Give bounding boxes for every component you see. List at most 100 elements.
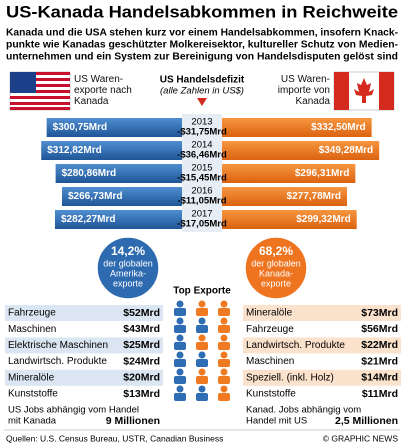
subtitle-line: punkte wie Kanadas geschützter Molkereis…: [6, 40, 398, 51]
worker-body: [218, 393, 230, 401]
deficit-label: -$31,75Mrd: [177, 127, 227, 138]
year-label: 2013: [191, 117, 212, 128]
import-bar: [222, 210, 357, 229]
import-bar: [222, 141, 380, 160]
worker-body: [174, 308, 186, 316]
worker-body: [218, 308, 230, 316]
jobs-label: mit Kanada: [8, 416, 57, 427]
export-amount: $52Mrd: [123, 307, 160, 319]
worker-body: [196, 325, 208, 333]
jobs-label: Handel mit US: [246, 416, 307, 427]
subtitle-line: unternehmen und ein System zur Bereinigu…: [6, 52, 398, 63]
worker-head: [220, 351, 228, 359]
legend-text: US Waren-importe von Kanada: [277, 74, 330, 107]
export-value-label: $282,27Mrd: [61, 214, 115, 225]
share-value: 68,2%: [259, 244, 293, 258]
table-row-band: [243, 369, 401, 386]
worker-head: [198, 351, 206, 359]
legend-text: US Waren-exporte nach Kanada: [74, 74, 132, 107]
import-bar: [222, 187, 348, 206]
worker-head: [176, 351, 184, 359]
center-strip: [182, 114, 222, 232]
worker-body: [196, 393, 208, 401]
table-row-band: [5, 369, 163, 386]
export-item: Maschinen: [246, 356, 294, 367]
export-amount: $22Mrd: [361, 339, 398, 351]
table-row-band: [5, 337, 163, 354]
export-item: Landwirtsch. Produkte: [246, 340, 345, 351]
export-amount: $13Mrd: [123, 388, 160, 400]
worker-head: [176, 368, 184, 376]
worker-head: [176, 300, 184, 308]
worker-head: [220, 385, 228, 393]
worker-head: [198, 300, 206, 308]
year-label: 2014: [191, 140, 212, 151]
export-item: Maschinen: [8, 324, 56, 335]
export-amount: $11Mrd: [362, 388, 398, 400]
worker-head: [176, 317, 184, 325]
share-text: exporte: [113, 278, 143, 288]
export-value-label: $280,86Mrd: [62, 168, 116, 179]
import-value-label: $349,28Mrd: [319, 145, 373, 156]
worker-head: [176, 334, 184, 342]
export-amount: $14Mrd: [361, 372, 398, 384]
export-item: Fahrzeuge: [246, 324, 294, 335]
jobs-label: US Jobs abhängig vom Handel: [8, 405, 139, 416]
deficit-label: -$36,46Mrd: [177, 150, 227, 161]
title: US-Kanada Handelsabkommen in Reichweite: [6, 2, 398, 21]
year-label: 2017: [191, 209, 212, 220]
export-value-label: $266,73Mrd: [68, 191, 122, 202]
table-row-band: [243, 305, 401, 321]
share-text: Kanada-: [259, 268, 293, 278]
export-amount: $21Mrd: [361, 355, 398, 367]
share-circle: [244, 236, 308, 300]
subtitle-line: Kanada und die USA stehen kurz vor einem…: [6, 28, 398, 39]
export-amount: $43Mrd: [123, 323, 160, 335]
share-text: exporte: [261, 278, 291, 288]
import-value-label: $332,50Mrd: [311, 122, 365, 133]
worker-head: [220, 300, 228, 308]
share-circle: [96, 236, 160, 300]
import-bar: [222, 118, 372, 137]
worker-body: [196, 359, 208, 367]
export-item: Fahrzeuge: [8, 308, 56, 319]
import-bar: [222, 164, 356, 183]
table-row-band: [243, 337, 401, 354]
worker-body: [174, 376, 186, 384]
export-amount: $24Mrd: [123, 355, 160, 367]
export-bar: [55, 164, 182, 183]
export-value-label: $312,82Mrd: [47, 145, 101, 156]
legend-entry: US Waren-importe von Kanada: [277, 74, 330, 107]
worker-head: [198, 334, 206, 342]
export-bar: [41, 141, 182, 160]
year-label: 2015: [191, 163, 212, 174]
jobs-value: 9 Millionen: [106, 415, 160, 427]
worker-body: [174, 359, 186, 367]
worker-body: [218, 376, 230, 384]
export-bar: [46, 118, 182, 137]
worker-body: [218, 342, 230, 350]
year-label: 2016: [191, 186, 212, 197]
export-amount: $20Mrd: [123, 372, 160, 384]
export-bar: [61, 187, 183, 206]
worker-body: [174, 342, 186, 350]
worker-head: [220, 334, 228, 342]
export-amount: $25Mrd: [123, 339, 160, 351]
deficit-note: (alle Zahlen in US$): [160, 86, 244, 97]
deficit-label: -$17,05Mrd: [177, 219, 227, 230]
worker-head: [220, 368, 228, 376]
jobs-value: 2,5 Millionen: [335, 415, 398, 427]
canada-flag: [333, 71, 395, 111]
worker-body: [218, 359, 230, 367]
worker-body: [196, 376, 208, 384]
export-amount: $56Mrd: [361, 323, 398, 335]
legend-entry: US Waren-exporte nach Kanada: [74, 74, 132, 107]
source: Quellen: U.S. Census Bureau, USTR, Canad…: [6, 433, 223, 443]
export-item: Elektrische Maschinen: [8, 340, 108, 351]
export-item: Kunststoffe: [8, 389, 58, 400]
export-item: Speziell. (inkl. Holz): [246, 372, 334, 383]
share-text: der globalen: [251, 258, 301, 268]
share-value: 14,2%: [111, 244, 145, 258]
deficit-label: -$15,45Mrd: [177, 173, 227, 184]
deficit-label: -$11,05Mrd: [177, 196, 226, 207]
